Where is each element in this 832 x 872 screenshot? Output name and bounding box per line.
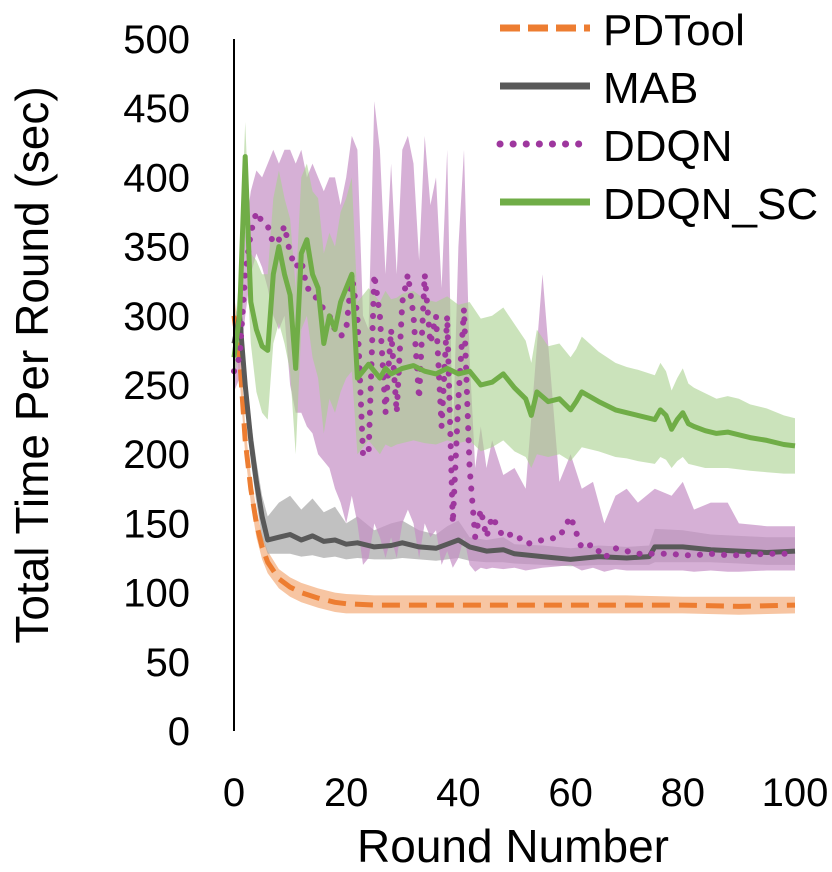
line-ddqn xyxy=(231,209,798,561)
y-tick-label: 100 xyxy=(123,572,190,616)
band-ddqn-sc xyxy=(234,122,795,474)
y-tick-label: 450 xyxy=(123,87,190,131)
y-axis-ticks: 0 50 100 150 200 250 300 350 400 450 500 xyxy=(123,18,190,754)
x-axis-title: Round Number xyxy=(357,820,669,872)
x-tick-label: 0 xyxy=(223,771,245,815)
y-tick-label: 200 xyxy=(123,433,190,477)
legend: PDTool MAB DDQN DDQN_SC xyxy=(496,6,818,229)
y-tick-label: 300 xyxy=(123,295,190,339)
band-pdtool xyxy=(234,295,795,615)
x-tick-label: 40 xyxy=(436,771,481,815)
legend-label-ddqn: DDQN xyxy=(603,122,733,171)
legend-label-pdtool: PDTool xyxy=(603,6,745,55)
x-tick-label: 60 xyxy=(548,771,593,815)
confidence-bands xyxy=(234,101,795,615)
y-tick-label: 150 xyxy=(123,502,190,546)
y-tick-label: 250 xyxy=(123,364,190,408)
y-tick-label: 500 xyxy=(123,18,190,62)
x-tick-label: 100 xyxy=(762,771,829,815)
x-tick-label: 20 xyxy=(324,771,369,815)
x-axis-ticks: 0 20 40 60 80 100 xyxy=(223,771,829,815)
x-tick-label: 80 xyxy=(661,771,706,815)
line-ddqn-sc xyxy=(231,154,796,449)
series-lines xyxy=(231,154,798,609)
y-tick-label: 350 xyxy=(123,226,190,270)
band-ddqn xyxy=(234,101,795,572)
legend-label-mab: MAB xyxy=(603,64,698,113)
y-tick-label: 400 xyxy=(123,156,190,200)
y-tick-label: 50 xyxy=(146,641,191,685)
legend-label-ddqn-sc: DDQN_SC xyxy=(603,180,818,229)
line-pdtool xyxy=(231,315,796,609)
y-tick-label: 0 xyxy=(168,710,190,754)
line-mab xyxy=(231,313,796,562)
y-axis-title: Total Time Per Round (sec) xyxy=(6,86,58,643)
